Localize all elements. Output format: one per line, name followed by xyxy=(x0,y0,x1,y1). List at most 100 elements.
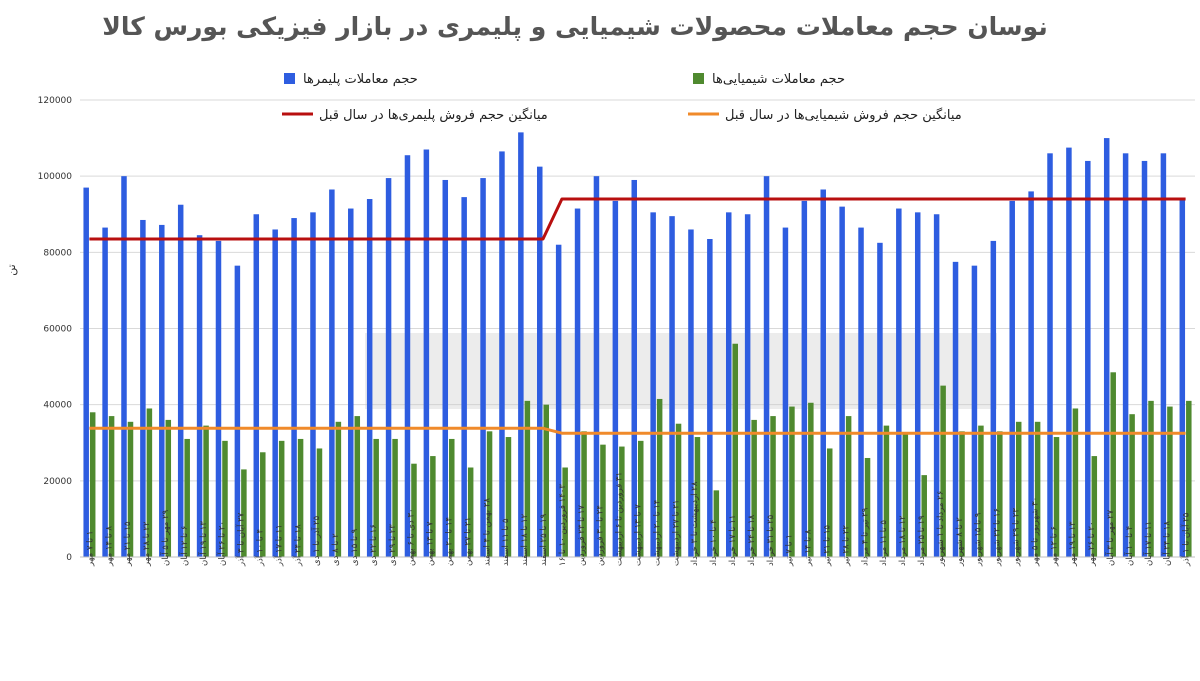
bar-chemical xyxy=(241,469,247,557)
x-tick-label: ۱۴۰۳ فروردین ۱۰ تا ۱۶ xyxy=(558,484,568,566)
y-tick-label: 120000 xyxy=(38,96,73,106)
bar-chemical xyxy=(411,463,417,557)
bar-chemical xyxy=(165,419,172,557)
bar-polymer xyxy=(650,212,656,558)
x-tick-label: ۸ تا ۱۴ تیر xyxy=(804,529,814,567)
bar-chemical xyxy=(486,431,493,557)
bar-polymer xyxy=(310,212,316,558)
bar-polymer xyxy=(253,214,260,557)
bar-chemical xyxy=(1091,456,1098,557)
x-tick-label: ۲۵ تا ۳۱ خرداد xyxy=(766,514,776,566)
x-tick-label: ۱۵ تا ۲۱ مهر xyxy=(123,521,133,567)
bar-polymer xyxy=(688,229,694,557)
legend-label-polymer-avg: میانگین حجم فروش پلیمری‌ها در سال قبل xyxy=(319,107,548,123)
bar-chemical xyxy=(108,416,115,557)
x-tick-label: ۹ تا ۱۵ دی xyxy=(350,528,360,566)
x-tick-label: ۲۵ آبان تا ۱ آذر xyxy=(1180,512,1192,567)
y-axis-label: تن xyxy=(5,264,18,275)
legend-label-chemical: حجم معاملات شیمیایی‌ها xyxy=(712,72,845,87)
gridlines xyxy=(80,99,1195,482)
legend-label-chemical-avg: میانگین حجم فروش شیمیایی‌ها در سال قبل xyxy=(725,107,962,123)
x-tick-label: ۲۳ تا ۲۹ شهریور xyxy=(1012,508,1022,567)
bar-chemical xyxy=(1110,372,1116,557)
bar-chemical xyxy=(1034,421,1041,557)
chart-title: نوسان حجم معاملات محصولات شیمیایی و پلیم… xyxy=(102,12,1047,42)
legend-item-polymer: حجم معاملات پلیمرها xyxy=(284,72,418,87)
bar-polymer xyxy=(537,166,543,558)
x-tick-label: ۱۱ تا ۱۷ آبان xyxy=(1142,521,1154,566)
x-tick-label: ۱۸ تا ۲۴ آذر xyxy=(291,524,303,567)
bar-polymer xyxy=(272,229,278,557)
bar-chemical xyxy=(278,440,285,557)
bar-polymer xyxy=(971,265,978,557)
bar-polymer xyxy=(1103,138,1110,558)
bar-polymer xyxy=(896,208,902,557)
x-tick-label: ۴ تا ۱۰ خرداد xyxy=(709,519,719,566)
x-tick-label: ۱۶ تا ۲۲ شهریور xyxy=(993,508,1003,567)
bar-polymer xyxy=(1066,147,1072,557)
bar-chemical xyxy=(845,416,852,557)
bar-polymer xyxy=(291,218,297,557)
bar-polymer xyxy=(196,235,203,557)
x-tick-label: ۱۲ تا ۱۸ مرداد xyxy=(898,515,908,566)
x-tick-label: ۷ تا ۱۳ اردیبهشت xyxy=(634,504,644,566)
x-tick-label: ۲۱ تا ۲۷ اردیبهشت xyxy=(671,500,681,566)
bar-polymer xyxy=(423,149,430,557)
bar-polymer xyxy=(1122,153,1129,558)
legend-item-polymer-avg: میانگین حجم فروش پلیمری‌ها در سال قبل xyxy=(282,107,548,123)
average-lines xyxy=(89,197,1186,435)
x-tick-label: ۲۸ اردیبهشت تا ۳ خرداد xyxy=(690,481,700,566)
legend-item-chemical: حجم معاملات شیمیایی‌ها xyxy=(693,72,845,87)
x-tick-label: ۲۲ تا ۲۸ مهر xyxy=(142,521,152,567)
x-axis-ticks: ۱ تا ۷ مهر ۸ تا ۱۴ مهر ۱۵ تا ۲۱ مهر ۲۲ تا ۲… xyxy=(85,472,1191,567)
bar-chemical xyxy=(940,385,946,557)
bar-polymer xyxy=(669,216,675,557)
bar-polymer xyxy=(933,214,940,557)
bar-polymer xyxy=(234,265,241,557)
bar-chemical xyxy=(127,421,134,557)
x-tick-label: ۱۱ تا ۱۷ آذر xyxy=(272,524,284,567)
x-tick-label: ۲۳ تا ۲۹ دی xyxy=(388,524,398,566)
x-tick-label: ۴ تا ۱۰ آذر xyxy=(254,529,266,567)
bar-chemical xyxy=(260,452,266,557)
bar-chemical xyxy=(732,343,738,557)
bar-chemical xyxy=(619,446,625,557)
bar-polymer xyxy=(442,179,449,557)
bars xyxy=(83,132,1192,558)
bar-chemical xyxy=(543,404,550,557)
bar-polymer xyxy=(499,151,505,557)
bar-chemical xyxy=(524,400,531,557)
x-tick-label: ۵ تا ۱۱ اسفند xyxy=(501,518,511,566)
bar-chemical xyxy=(1186,400,1192,557)
bar-polymer xyxy=(102,227,108,557)
bar-polymer xyxy=(782,227,789,557)
bar-chemical xyxy=(1167,406,1173,557)
x-tick-label: ۲۸ بهمن تا ۴ اسفند xyxy=(482,498,492,566)
bar-polymer xyxy=(839,206,845,557)
bar-polymer xyxy=(631,179,637,557)
watermark xyxy=(365,333,997,409)
x-tick-label: ۱۶ تا ۲۲ دی xyxy=(369,524,379,566)
x-tick-label: ۱۳ تا ۱۹ مهر xyxy=(1068,521,1078,567)
bar-polymer xyxy=(1179,199,1186,557)
x-tick-label: ۲۰ تا ۲۶ آبان xyxy=(216,521,228,566)
bar-polymer xyxy=(1009,200,1015,557)
bar-chemical xyxy=(959,431,965,557)
bar-chemical xyxy=(713,490,720,557)
bar-polymer xyxy=(744,214,751,557)
bar-chemical xyxy=(808,402,814,557)
bar-chemical xyxy=(864,457,871,557)
bar-chemical xyxy=(430,456,436,557)
x-tick-label: ۲۷ مهر تا ۳ آبان xyxy=(1104,509,1116,566)
x-tick-label: ۱۸ تا ۲۴ خرداد xyxy=(747,514,757,566)
x-tick-label: ۱ تا ۷ مهر xyxy=(85,531,95,567)
x-tick-label: ۲۵ آذر تا ۱ دی xyxy=(310,515,322,566)
x-tick-label: ۹ تا ۱۵ شهریور xyxy=(974,512,984,567)
bar-chemical xyxy=(789,406,795,557)
x-tick-label: ۳۱ فروردین تا ۶ اردیبهشت xyxy=(615,472,625,566)
bar-polymer xyxy=(574,208,581,557)
bar-chemical xyxy=(770,416,776,557)
legend-swatch-chemical xyxy=(693,73,704,84)
bar-chemical xyxy=(921,475,927,557)
bar-polymer xyxy=(593,176,600,557)
